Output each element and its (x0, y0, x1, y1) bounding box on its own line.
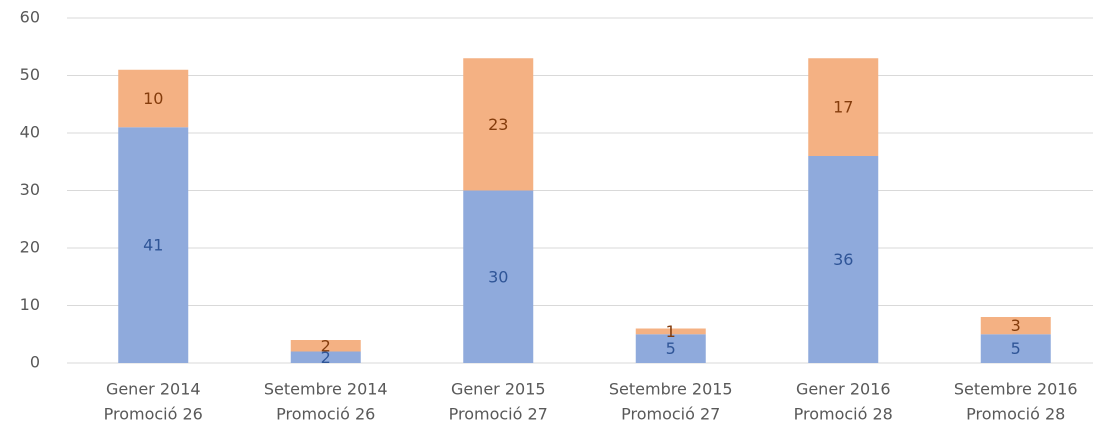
bar-segment (463, 58, 534, 191)
bar-segment (980, 334, 1051, 363)
data-label: 5 (666, 339, 676, 358)
bar-segment (635, 334, 706, 363)
data-label: 10 (143, 89, 163, 108)
data-label: 3 (1011, 316, 1021, 335)
x-tick-label: Setembre 2015 (609, 380, 733, 399)
x-tick-label: Gener 2014 (106, 380, 201, 399)
bar-segment (980, 317, 1051, 335)
bar-segment (118, 127, 189, 363)
data-label: 5 (1011, 339, 1021, 358)
x-tick-label: Setembre 2014 (264, 380, 388, 399)
y-tick-label: 60 (20, 8, 40, 27)
y-tick-label: 0 (30, 353, 40, 372)
x-tick-label: Gener 2016 (796, 380, 891, 399)
x-tick-label: Promoció 28 (966, 405, 1065, 424)
data-label: 17 (833, 98, 853, 117)
x-tick-label: Promoció 28 (794, 405, 893, 424)
y-tick-label: 10 (20, 295, 40, 314)
data-label: 1 (666, 322, 676, 341)
x-tick-label: Promoció 26 (104, 405, 203, 424)
data-label: 30 (488, 267, 508, 286)
bar-segment (635, 328, 706, 335)
y-tick-label: 50 (20, 65, 40, 84)
data-label: 36 (833, 250, 853, 269)
bar-segment (808, 58, 879, 156)
bar-segment (808, 156, 879, 363)
x-tick-label: Promoció 27 (449, 405, 548, 424)
bar-segment (118, 69, 189, 128)
x-tick-label: Promoció 27 (621, 405, 720, 424)
bar-segment (463, 190, 534, 363)
x-tick-label: Gener 2015 (451, 380, 546, 399)
y-tick-label: 30 (20, 180, 40, 199)
data-label: 2 (321, 336, 331, 355)
y-tick-label: 40 (20, 123, 40, 142)
bar-segment (290, 340, 361, 352)
data-label: 2 (321, 348, 331, 367)
bar-segment (290, 351, 361, 363)
data-label: 41 (143, 236, 163, 255)
x-tick-label: Setembre 2016 (954, 380, 1078, 399)
y-tick-label: 20 (20, 238, 40, 257)
x-tick-label: Promoció 26 (276, 405, 375, 424)
data-label: 23 (488, 115, 508, 134)
